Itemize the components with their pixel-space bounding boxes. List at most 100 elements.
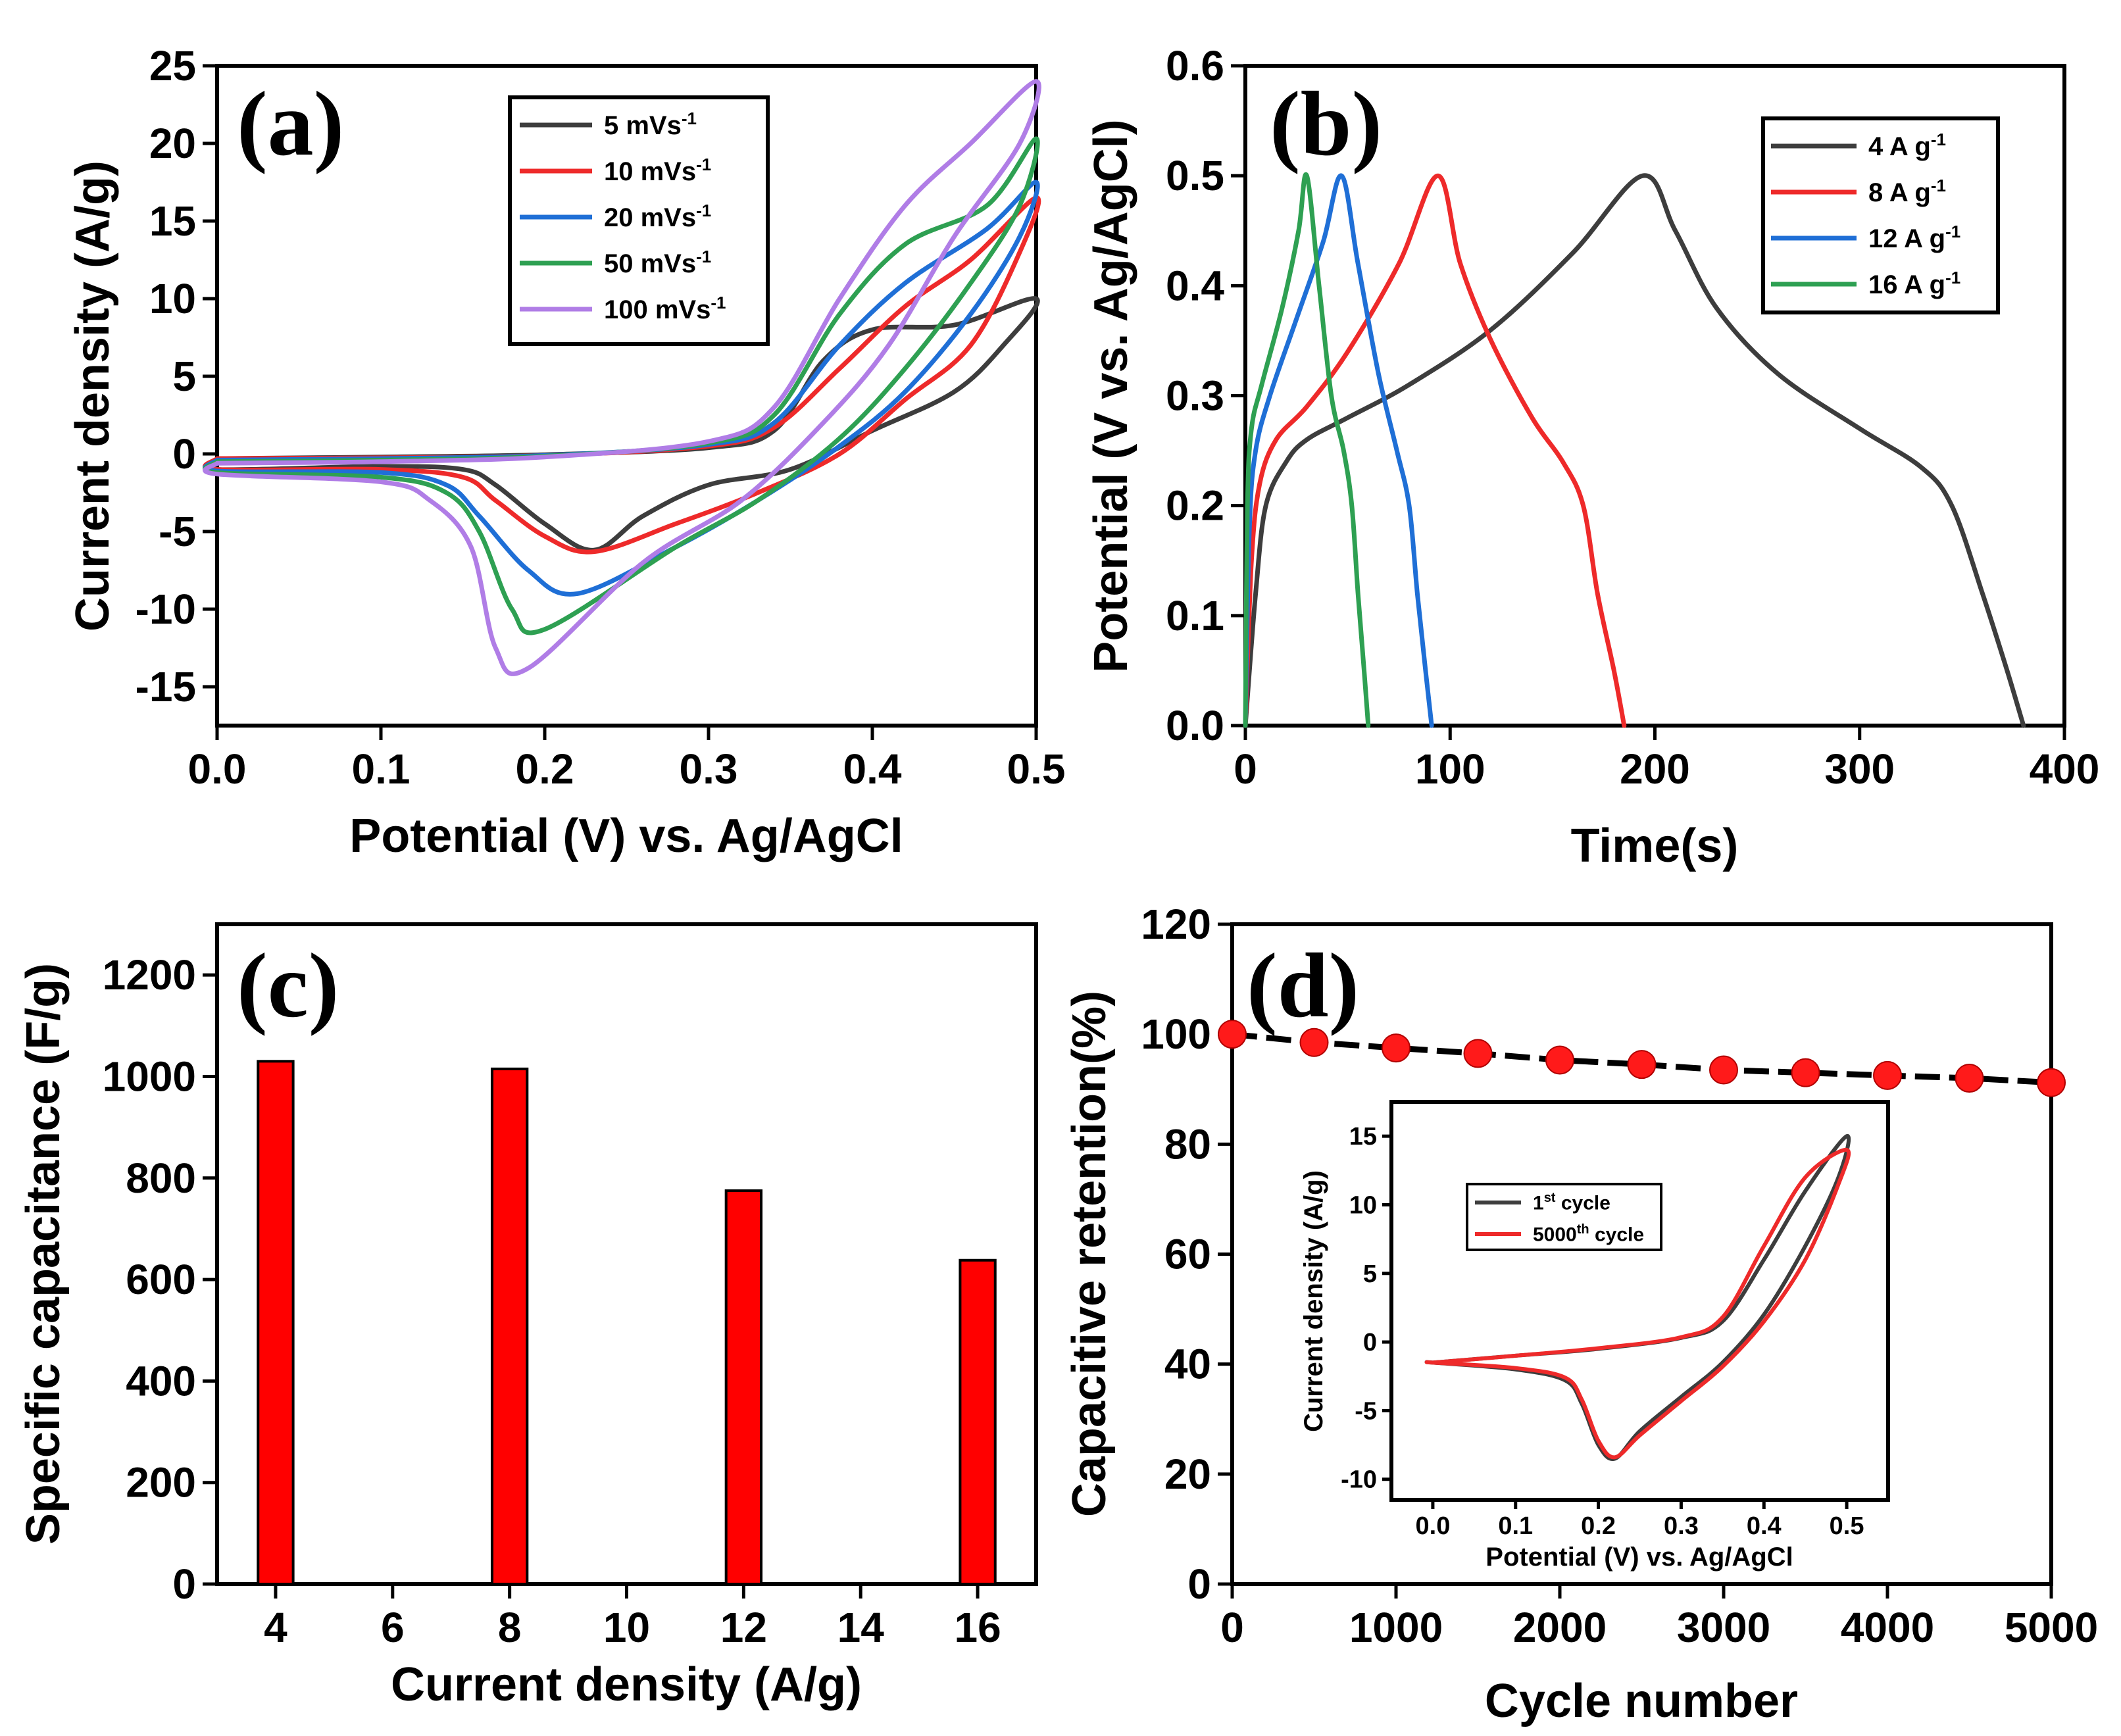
panel-a-ytick-label: -15 bbox=[136, 663, 197, 710]
panel-b-ytick-label: 0.6 bbox=[1166, 42, 1224, 89]
panel-a-ytick-label: 15 bbox=[149, 197, 196, 245]
legend-label: 5 mVs-1 bbox=[604, 109, 697, 140]
legend-label-sup: -1 bbox=[696, 201, 711, 220]
legend-label-sup: -1 bbox=[711, 293, 726, 312]
panel-d-xtick-label: 0 bbox=[1220, 1604, 1244, 1651]
panel-b-ticks: 0 100 200 300 400 0.0 0.1 0.2 0.3 0.4 0.5 0.6 bbox=[1166, 42, 2099, 793]
inset-legend-box bbox=[1466, 1183, 1662, 1251]
legend-label: 1st cycle bbox=[1533, 1191, 1610, 1214]
panel-a-series-line bbox=[203, 79, 1041, 676]
panel-b-series bbox=[1243, 172, 2026, 728]
panel-c-xtick-label: 4 bbox=[264, 1604, 287, 1651]
legend-label-sup: -1 bbox=[682, 109, 697, 128]
panel-b-ytick-label: 0.0 bbox=[1166, 702, 1224, 749]
panel-b-xtick-label: 200 bbox=[1620, 745, 1690, 793]
panel-c-ytick-label: 1200 bbox=[103, 951, 196, 999]
legend-label: 16 A g-1 bbox=[1868, 268, 1960, 299]
panel-b-series-line bbox=[1243, 173, 1627, 728]
panel-d-inset: 0.0 0.1 0.2 0.3 0.4 0.5 -10 -5 0 5 10 15 Potential … bbox=[1299, 1100, 1890, 1572]
panel-d-series bbox=[1218, 1020, 2066, 1097]
panel-c-ytick-label: 800 bbox=[126, 1154, 196, 1202]
inset-xlabel: Potential (V) vs. Ag/AgCl bbox=[1485, 1543, 1793, 1572]
panel-c-xlabel: Current density (A/g) bbox=[391, 1658, 862, 1711]
legend-label: 4 A g-1 bbox=[1868, 130, 1946, 161]
panel-a-series bbox=[203, 79, 1041, 676]
inset-ytick-label: -10 bbox=[1341, 1466, 1377, 1494]
retention-point bbox=[1463, 1039, 1493, 1068]
panel-b-series-line bbox=[1243, 173, 1434, 728]
panel-a-ytick-label: 5 bbox=[172, 353, 196, 400]
panel-c-xtick-label: 16 bbox=[954, 1604, 1001, 1651]
inset-background bbox=[1391, 1102, 1888, 1500]
retention-point bbox=[1791, 1058, 1820, 1087]
panel-b-ytick-label: 0.3 bbox=[1166, 372, 1224, 420]
retention-point bbox=[1299, 1028, 1329, 1057]
legend-label-text: 16 A g bbox=[1868, 270, 1945, 299]
panel-a-ticks: 0.0 0.1 0.2 0.3 0.4 0.5 -15 -10 -5 0 5 10 15 20 25 bbox=[136, 42, 1066, 793]
legend-label-sup: -1 bbox=[1945, 222, 1960, 241]
legend-label-sup: -1 bbox=[696, 155, 711, 174]
legend-label-sup: -1 bbox=[1931, 130, 1946, 149]
panel-c-ylabel: Specific capacitance (F/g) bbox=[17, 963, 70, 1545]
inset-xtick-label: 0.0 bbox=[1416, 1512, 1451, 1540]
panel-a-xtick-label: 0.4 bbox=[843, 745, 902, 793]
panel-a-ytick-label: 0 bbox=[172, 430, 196, 478]
legend-label: 5000th cycle bbox=[1533, 1222, 1644, 1245]
inset-ytick-label: 0 bbox=[1363, 1329, 1377, 1356]
panel-a-ytick-label: 20 bbox=[149, 120, 196, 167]
panel-a-ytick-label: -5 bbox=[159, 508, 196, 555]
panel-c-ytick-label: 400 bbox=[126, 1357, 196, 1404]
inset-xtick-label: 0.4 bbox=[1747, 1512, 1782, 1540]
panel-c-ytick-label: 600 bbox=[126, 1256, 196, 1303]
panel-b-legend-box bbox=[1761, 116, 2000, 314]
legend-label-suffix: cycle bbox=[1589, 1224, 1644, 1246]
legend-label-text: 4 A g bbox=[1868, 132, 1931, 161]
panel-a-ytick-label: 10 bbox=[149, 275, 196, 322]
capacitance-bar bbox=[724, 1189, 763, 1586]
retention-point bbox=[1955, 1064, 1984, 1093]
retention-point bbox=[1382, 1033, 1410, 1063]
legend-label-text: 10 mVs bbox=[604, 157, 696, 186]
panel-a-xtick-label: 0.0 bbox=[188, 745, 247, 793]
retention-point bbox=[1709, 1055, 1738, 1085]
panel-a-ylabel: Current density (A/g) bbox=[66, 161, 119, 632]
panel-d-ytick-label: 80 bbox=[1164, 1120, 1211, 1168]
panel-b-ylabel: Potential (V vs. Ag/AgCl) bbox=[1085, 119, 1137, 672]
panel-b-xtick-label: 300 bbox=[1824, 745, 1895, 793]
panel-b-xtick-label: 400 bbox=[2030, 745, 2100, 793]
panel-b-ytick-label: 0.1 bbox=[1166, 592, 1224, 639]
panel-c-ticks: 4 6 8 10 12 14 16 0 200 400 600 800 1000 1200 bbox=[103, 951, 1001, 1651]
panel-b-series-line bbox=[1243, 173, 2026, 728]
panel-b-xtick-label: 100 bbox=[1415, 745, 1485, 793]
inset-xtick-label: 0.1 bbox=[1498, 1512, 1533, 1540]
inset-ytick-label: -5 bbox=[1355, 1397, 1377, 1425]
panel-d-ytick-label: 0 bbox=[1187, 1560, 1211, 1608]
legend-label: 50 mVs-1 bbox=[604, 247, 711, 278]
panel-a-letter: (a) bbox=[237, 73, 344, 175]
panel-d-ytick-label: 20 bbox=[1164, 1451, 1211, 1498]
legend-label-sup: -1 bbox=[1931, 176, 1946, 195]
legend-label-text: 1 bbox=[1533, 1193, 1544, 1214]
panel-d-xtick-label: 2000 bbox=[1513, 1604, 1607, 1651]
legend-label-sup: th bbox=[1577, 1222, 1589, 1237]
inset-ylabel: Current density (A/g) bbox=[1299, 1170, 1328, 1432]
legend-label-text: 12 A g bbox=[1868, 224, 1945, 253]
panel-a-ytick-label: -10 bbox=[136, 585, 197, 633]
panel-c-ytick-label: 200 bbox=[126, 1459, 196, 1506]
panel-b-letter: (b) bbox=[1270, 73, 1382, 175]
retention-point bbox=[1873, 1060, 1902, 1090]
retention-point bbox=[1627, 1050, 1657, 1079]
inset-xtick-label: 0.2 bbox=[1581, 1512, 1616, 1540]
panel-d-letter: (d) bbox=[1247, 935, 1359, 1037]
panel-d-ylabel: Capacitive retention(%) bbox=[1063, 991, 1116, 1517]
panel-c-letter: (c) bbox=[237, 935, 339, 1037]
legend-label-text: 5 mVs bbox=[604, 111, 682, 140]
panel-c-xtick-label: 12 bbox=[720, 1604, 767, 1651]
retention-point bbox=[1218, 1020, 1247, 1049]
panel-c-ytick-label: 0 bbox=[172, 1560, 196, 1608]
inset-plot-frame bbox=[1389, 1100, 1890, 1502]
panel-d-xlabel: Cycle number bbox=[1485, 1675, 1798, 1727]
